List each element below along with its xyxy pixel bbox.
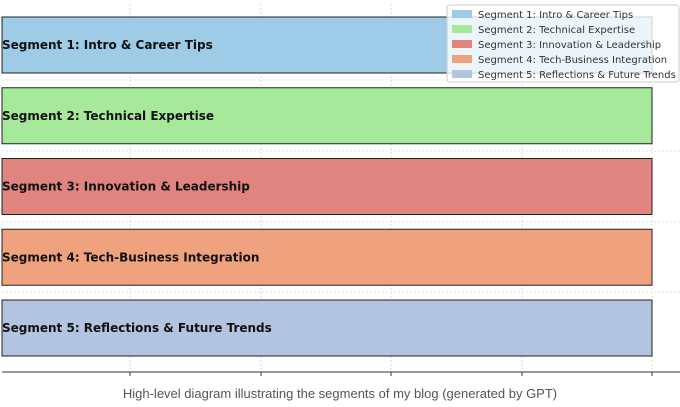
x-axis: [2, 371, 680, 376]
legend-swatch-segment-1: [452, 10, 472, 18]
legend-label-segment-1: Segment 1: Intro & Career Tips: [478, 10, 633, 21]
legend-swatch-segment-5: [452, 70, 472, 78]
figure-caption: High-level diagram illustrating the segm…: [122, 386, 558, 401]
bar-label-segment-3: Segment 3: Innovation & Leadership: [2, 180, 250, 194]
bar-label-segment-1: Segment 1: Intro & Career Tips: [2, 38, 213, 52]
legend-box: [446, 4, 680, 83]
bar-segment-2: [1, 87, 653, 145]
bar-segment-5: [1, 299, 653, 357]
bar-segment-4: [1, 228, 653, 286]
legend-swatch-segment-2: [452, 25, 472, 33]
bar-segment-3: [1, 158, 653, 215]
bar-labels: Segment 1: Intro & Career Tips Segment 2:…: [2, 38, 272, 335]
bar-label-segment-4: Segment 4: Tech-Business Integration: [2, 250, 259, 264]
bar-label-segment-2: Segment 2: Technical Expertise: [2, 109, 214, 123]
legend-label-segment-3: Segment 3: Innovation & Leadership: [478, 40, 661, 51]
bar-label-segment-5: Segment 5: Reflections & Future Trends: [2, 321, 272, 335]
legend-label-segment-5: Segment 5: Reflections & Future Trends: [478, 70, 676, 81]
bar-chart: Segment 1: Intro & Career Tips Segment 2:…: [1, 4, 680, 376]
legend-swatch-segment-3: [452, 40, 472, 48]
bars: [1, 16, 653, 357]
legend-label-segment-2: Segment 2: Technical Expertise: [478, 25, 635, 36]
legend: Segment 1: Intro & Career Tips Segment 2:…: [446, 4, 680, 83]
legend-label-segment-4: Segment 4: Tech-Business Integration: [478, 55, 667, 66]
legend-swatch-segment-4: [452, 55, 472, 63]
